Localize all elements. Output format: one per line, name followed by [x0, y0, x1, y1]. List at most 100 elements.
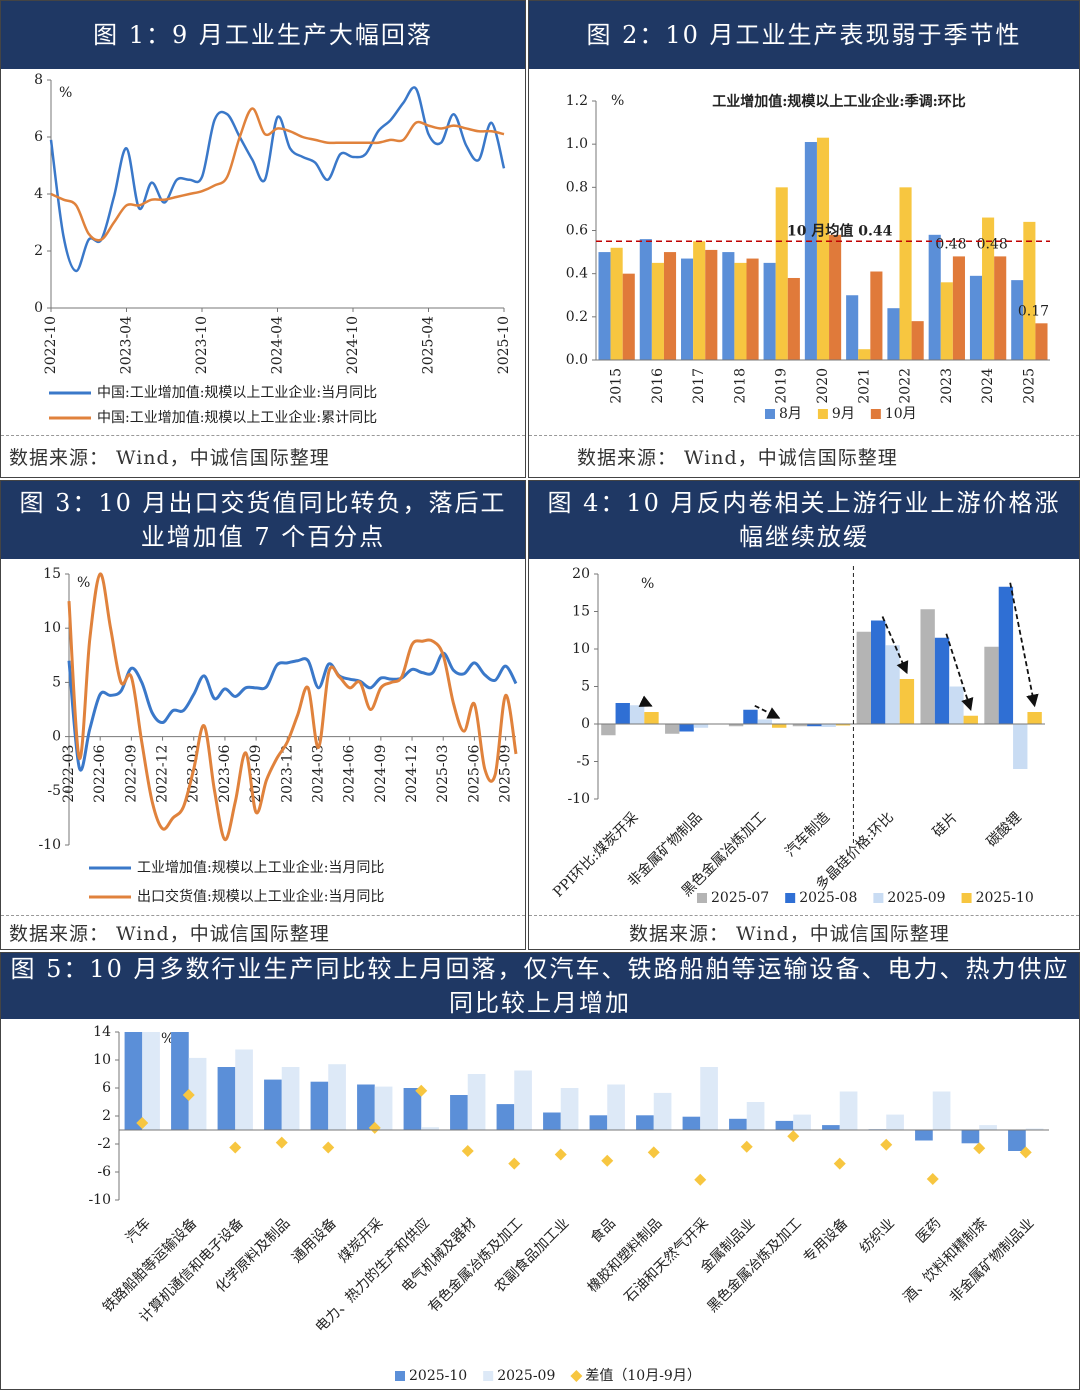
- x-tick-label: 2022-10: [43, 316, 59, 374]
- x-tick-label: 2024-06: [342, 745, 358, 803]
- bar: [171, 1032, 189, 1130]
- bar: [679, 724, 694, 732]
- annotation: 10 月均值 0.44: [787, 222, 893, 239]
- y-tick-label: 1.0: [566, 136, 588, 152]
- unit-label: %: [59, 85, 72, 101]
- y-tick-label: 0.6: [566, 223, 588, 239]
- bar: [949, 686, 964, 724]
- diamond-point: [833, 1157, 846, 1170]
- bar: [994, 256, 1007, 360]
- y-tick-label: 15: [572, 604, 590, 620]
- source: 数据来源： Wind，中诚信国际整理: [529, 915, 1079, 949]
- bar: [467, 1074, 486, 1130]
- diamond-point: [926, 1173, 939, 1185]
- diamond-point: [275, 1136, 288, 1149]
- legend-swatch: [785, 893, 796, 903]
- bar: [915, 1130, 933, 1141]
- x-tick-label: 石油和天然气开采: [621, 1215, 712, 1306]
- y-tick-label: 0.2: [566, 309, 588, 325]
- panel-title: 图 3：10 月出口交货值同比转负，落后工业增加值 7 个百分点: [1, 481, 525, 559]
- x-tick-label: 2025-03: [435, 745, 451, 803]
- bar: [734, 262, 747, 360]
- y-tick-label: -10: [38, 837, 61, 853]
- bar: [124, 1032, 143, 1130]
- unit-label: %: [161, 1031, 174, 1047]
- diamond-point: [182, 1089, 195, 1101]
- x-tick-label: 非金属矿物制品业: [947, 1215, 1038, 1306]
- subtitle: 工业增加值:规模以上工业企业:季调:环比: [712, 93, 966, 110]
- x-tick-label: 2025-06: [466, 745, 482, 803]
- bar: [792, 724, 808, 727]
- panel: 图 2：10 月工业生产表现弱于季节性 0.0 0.2 0.4 0.6 0.8 1.0 1.…: [528, 0, 1080, 478]
- trend-arrow: [638, 695, 653, 707]
- bar: [979, 1125, 997, 1130]
- data-label: 0.48: [977, 236, 1008, 252]
- bar: [374, 1086, 393, 1130]
- bar: [651, 262, 664, 360]
- chart: -10 -5 0 5 10 15% 2022-03 2022-06 2022-09 2022-12…: [38, 566, 518, 905]
- bar: [622, 273, 635, 360]
- y-tick-label: 2: [102, 1108, 111, 1124]
- y-tick-label: 0: [581, 716, 590, 732]
- chart: 0 2 4 6 8% 2022-10 2023-04 2023-10 2024-04 2024-1…: [34, 72, 512, 426]
- legend-swatch: [817, 409, 828, 419]
- legend-swatch: [483, 1371, 494, 1381]
- panel: 图 4：10 月反内卷相关上游行业上游价格涨幅继续放缓 -10 -5 0 5 10 15 2…: [528, 480, 1080, 950]
- bar: [928, 234, 941, 360]
- bar: [610, 247, 623, 360]
- diamond-point: [740, 1140, 753, 1153]
- panel: 图 5：10 月多数行业生产同比较上月回落，仅汽车、铁路船舶等运输设备、电力、热…: [0, 952, 1080, 1390]
- y-tick-label: 0: [52, 729, 61, 745]
- bar: [870, 620, 886, 724]
- bar: [829, 234, 842, 360]
- x-tick-label: 2024-03: [310, 745, 326, 803]
- panel-title: 图 4：10 月反内卷相关上游行业上游价格涨幅继续放缓: [529, 481, 1079, 559]
- x-tick-label: 2016: [650, 368, 666, 404]
- bar: [607, 1084, 625, 1130]
- bar: [217, 1067, 236, 1130]
- panel-title: 图 5：10 月多数行业生产同比较上月回落，仅汽车、铁路船舶等运输设备、电力、热…: [1, 953, 1079, 1019]
- bar: [543, 1112, 561, 1130]
- x-tick-label: 2023-12: [279, 745, 295, 803]
- bar: [835, 724, 851, 726]
- bar: [757, 719, 773, 724]
- y-tick-label: 10: [43, 620, 61, 636]
- y-tick-label: 14: [93, 1024, 111, 1040]
- legend-swatch: [395, 1371, 405, 1381]
- bar: [615, 703, 630, 724]
- bar: [514, 1070, 532, 1130]
- source: 数据来源： Wind，中诚信国际整理: [1, 915, 525, 949]
- y-tick-label: 0: [34, 300, 43, 316]
- y-tick-label: 10: [93, 1052, 111, 1068]
- x-tick-label: 2023-04: [119, 316, 135, 374]
- trend-arrow: [945, 633, 974, 711]
- source: 数据来源： Wind，中诚信国际整理: [1, 435, 525, 477]
- x-tick-label: 专用设备: [800, 1215, 852, 1267]
- x-tick-label: 2023-10: [194, 316, 210, 374]
- bar: [961, 1130, 980, 1144]
- diamond-point: [461, 1145, 474, 1157]
- bar: [722, 252, 735, 360]
- bar: [899, 187, 912, 360]
- panel: 图 3：10 月出口交货值同比转负，落后工业增加值 7 个百分点 -10 -5 0 5…: [0, 480, 526, 950]
- legend-swatch: [870, 409, 881, 419]
- bar: [1011, 280, 1024, 360]
- bar: [310, 1081, 329, 1130]
- bar: [589, 1115, 608, 1130]
- bar: [639, 239, 652, 360]
- bar: [932, 1091, 951, 1130]
- bar: [775, 1120, 794, 1130]
- bar: [1035, 323, 1048, 360]
- bar: [665, 724, 680, 734]
- bar: [807, 724, 822, 727]
- chart: -10-505101520%PPI环比:煤炭开采非金属矿物制品黑色金属冶炼加工汽…: [550, 566, 1045, 906]
- y-tick-label: 1.2: [566, 93, 588, 109]
- bar: [682, 1116, 701, 1130]
- diamond-point: [1019, 1146, 1032, 1159]
- diamond-point: [973, 1142, 986, 1155]
- bar: [982, 217, 995, 360]
- trend-arrow: [754, 704, 781, 719]
- x-tick-label: 2018: [732, 368, 748, 404]
- panel-title: 图 1：9 月工业生产大幅回落: [1, 1, 525, 69]
